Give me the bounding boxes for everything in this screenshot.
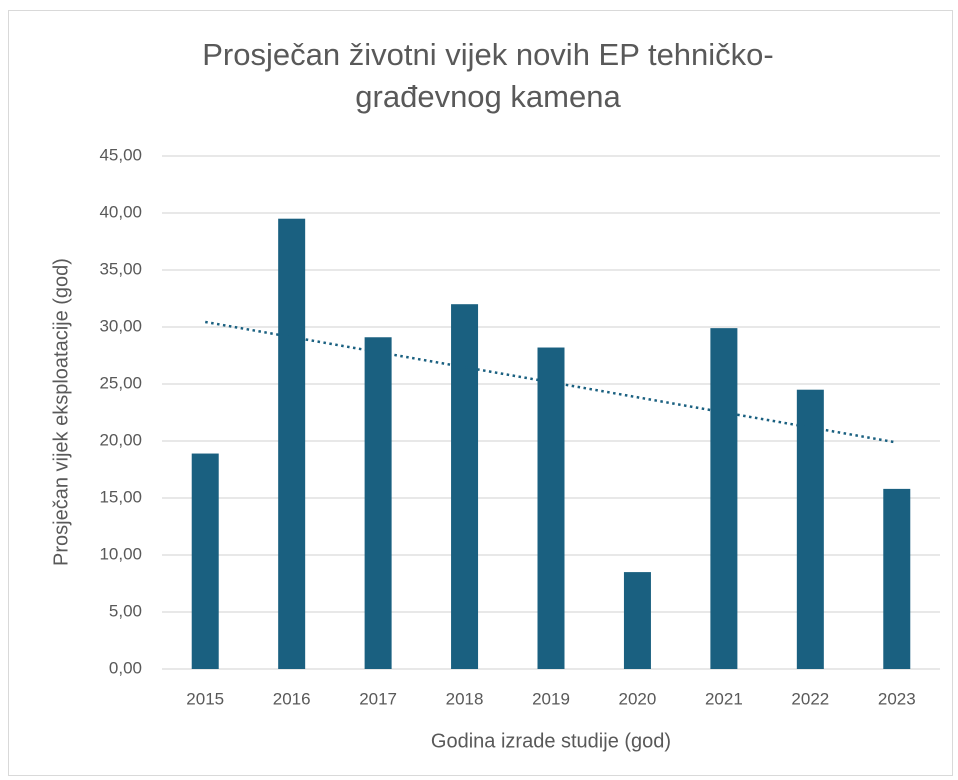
y-tick-label: 0,00 xyxy=(109,658,142,677)
y-tick-label: 30,00 xyxy=(99,316,142,335)
bar xyxy=(710,328,738,669)
chart-frame xyxy=(8,10,953,776)
y-tick-label: 45,00 xyxy=(99,145,142,164)
bar xyxy=(364,337,392,669)
bar xyxy=(623,572,651,669)
y-tick-label: 10,00 xyxy=(99,544,142,563)
y-axis-title: Prosječan vijek eksploatacije (god) xyxy=(50,258,72,566)
bar xyxy=(191,453,219,669)
bar xyxy=(278,218,306,669)
x-tick-label: 2015 xyxy=(186,689,224,708)
chart-title: Prosječan životni vijek novih EP tehničk… xyxy=(202,37,774,114)
y-tick-label: 20,00 xyxy=(99,430,142,449)
y-tick-label: 5,00 xyxy=(109,601,142,620)
x-tick-label: 2022 xyxy=(791,689,829,708)
x-tick-label: 2023 xyxy=(878,689,916,708)
x-tick-label: 2017 xyxy=(359,689,397,708)
y-tick-label: 35,00 xyxy=(99,259,142,278)
bar xyxy=(451,304,479,669)
x-axis-title: Godina izrade studije (god) xyxy=(431,730,671,752)
y-tick-label: 25,00 xyxy=(99,373,142,392)
y-tick-label: 15,00 xyxy=(99,487,142,506)
x-tick-label: 2020 xyxy=(619,689,657,708)
bar xyxy=(537,347,565,669)
x-tick-label: 2016 xyxy=(273,689,311,708)
y-tick-label: 40,00 xyxy=(99,202,142,221)
bar xyxy=(796,389,824,669)
bar xyxy=(883,488,911,669)
x-tick-label: 2019 xyxy=(532,689,570,708)
x-tick-label: 2021 xyxy=(705,689,743,708)
x-tick-label: 2018 xyxy=(446,689,484,708)
